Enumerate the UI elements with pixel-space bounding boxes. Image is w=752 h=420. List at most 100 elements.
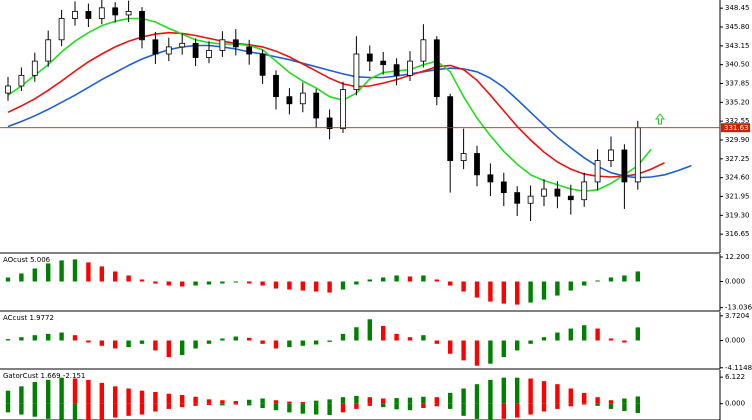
- histogram-bar: [555, 332, 560, 341]
- histogram-bar: [19, 403, 24, 415]
- histogram-bar: [501, 377, 506, 404]
- histogram-bar: [46, 403, 51, 419]
- histogram-bar: [126, 340, 131, 348]
- histogram-bar: [555, 403, 560, 409]
- histogram-bar: [501, 281, 506, 304]
- histogram-bar: [608, 277, 614, 282]
- histogram-bar: [434, 279, 439, 282]
- histogram-bar: [153, 281, 158, 284]
- histogram-bar: [247, 399, 252, 404]
- histogram-bar: [32, 403, 37, 417]
- histogram-bar: [247, 281, 252, 284]
- histogram-bar: [180, 281, 185, 287]
- candle-body: [273, 74, 279, 98]
- histogram-bar: [86, 379, 91, 404]
- histogram-bar: [501, 403, 506, 419]
- candle-body: [179, 42, 186, 48]
- histogram-bar: [421, 275, 426, 282]
- histogram-bar: [488, 379, 493, 404]
- last-price-box: [721, 123, 750, 133]
- histogram-bar: [515, 377, 520, 404]
- histogram-bar: [434, 397, 439, 404]
- histogram-bar: [166, 281, 171, 286]
- histogram-bar: [515, 281, 520, 305]
- histogram-bar: [367, 319, 372, 341]
- candle-body: [433, 39, 440, 98]
- y-tick-label: 6.122: [725, 373, 745, 381]
- histogram-bar: [528, 403, 533, 415]
- histogram-bar: [273, 403, 279, 411]
- y-tick-label: 0.000: [725, 337, 745, 345]
- histogram-bar: [340, 397, 346, 404]
- histogram-bar: [314, 340, 319, 345]
- histogram-bar: [461, 340, 466, 361]
- histogram-bar: [622, 340, 627, 343]
- panel-title: AOcust 5.006: [3, 256, 51, 264]
- histogram-bar: [139, 403, 145, 415]
- histogram-bar: [541, 337, 547, 341]
- histogram-bar: [86, 340, 91, 343]
- y-tick-label: 12.200: [725, 253, 750, 261]
- histogram-bar: [233, 401, 238, 404]
- candle-body: [366, 53, 373, 62]
- histogram-bar: [327, 281, 332, 293]
- panel-title: GatorCust 1.669 -2.151: [3, 372, 85, 380]
- moving-average-line: [7, 44, 692, 179]
- histogram-bar: [233, 403, 238, 405]
- candle-body: [608, 149, 614, 162]
- histogram-bar: [300, 340, 305, 346]
- histogram-bar: [461, 388, 466, 404]
- histogram-bar: [635, 403, 640, 414]
- histogram-bar: [126, 275, 131, 282]
- candle-body: [380, 60, 387, 66]
- histogram-bar: [46, 379, 51, 404]
- histogram-bar: [528, 378, 533, 404]
- histogram-bar: [582, 325, 587, 341]
- candle-body: [286, 96, 293, 105]
- y-tick-label: 329.90: [725, 136, 750, 144]
- y-tick-label: 324.60: [725, 174, 750, 182]
- histogram-bar: [5, 277, 11, 282]
- candle-body: [326, 117, 333, 130]
- histogram-bar: [46, 263, 51, 282]
- histogram-bar: [541, 381, 547, 404]
- histogram-bar: [461, 403, 466, 416]
- histogram-bar: [515, 403, 520, 418]
- histogram-bar: [622, 398, 627, 404]
- last-price-label: 331.63: [724, 124, 749, 132]
- histogram-bar: [139, 390, 145, 404]
- histogram-bar: [622, 403, 627, 412]
- histogram-bar: [193, 403, 198, 406]
- histogram-bar: [314, 281, 319, 292]
- histogram-bar: [381, 325, 386, 341]
- histogram-bar: [5, 403, 11, 413]
- histogram-bar: [528, 281, 533, 303]
- histogram-bar: [555, 281, 560, 296]
- candle-body: [72, 10, 78, 19]
- histogram-bar: [635, 327, 640, 341]
- histogram-bar: [220, 338, 225, 341]
- histogram-bar: [46, 333, 51, 341]
- histogram-bar: [287, 403, 292, 413]
- histogram-bar: [287, 340, 292, 348]
- y-tick-label: 3.7204: [725, 312, 750, 320]
- histogram-bar: [300, 403, 305, 414]
- histogram-bar: [568, 281, 573, 291]
- histogram-bar: [367, 279, 372, 282]
- histogram-bar: [113, 340, 118, 349]
- histogram-bar: [59, 260, 64, 282]
- candle-body: [125, 10, 132, 16]
- histogram-bar: [367, 397, 372, 404]
- candle-body: [487, 174, 494, 183]
- histogram-bar: [595, 328, 600, 341]
- histogram-bar: [260, 281, 265, 286]
- candle-body: [420, 39, 427, 62]
- y-tick-label: -13.036: [725, 304, 752, 312]
- candle-body: [447, 96, 454, 162]
- candle-body: [98, 7, 105, 19]
- y-tick-label: 343.15: [725, 42, 750, 50]
- histogram-bar: [139, 279, 145, 282]
- y-tick-label: 0.000: [725, 400, 745, 408]
- histogram-bar: [354, 327, 359, 341]
- candle-body: [594, 160, 601, 183]
